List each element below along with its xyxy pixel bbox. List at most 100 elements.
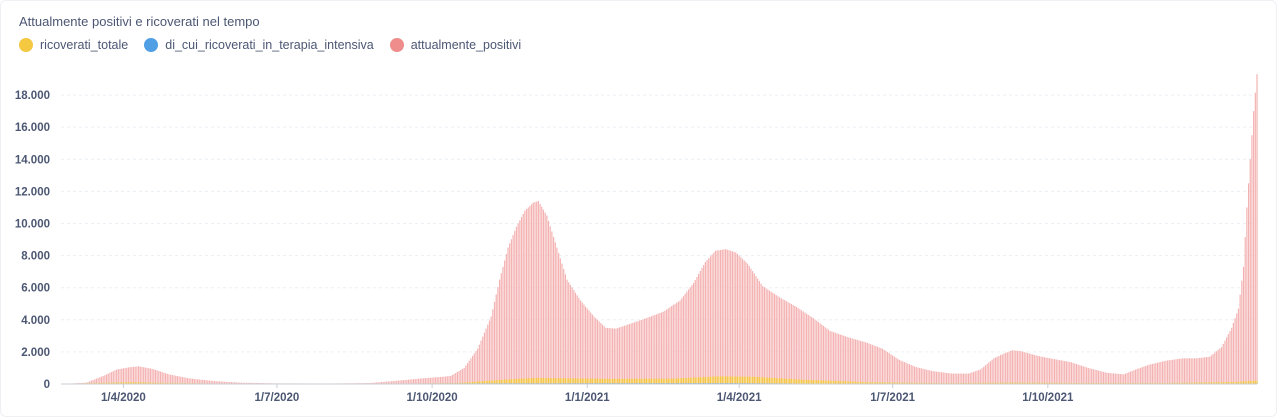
bar[interactable] (698, 377, 699, 384)
bar[interactable] (162, 372, 163, 384)
bar[interactable] (484, 333, 485, 384)
bar[interactable] (499, 280, 500, 384)
bar[interactable] (173, 375, 174, 384)
bar[interactable] (813, 318, 814, 384)
bar[interactable] (1103, 372, 1104, 384)
bar[interactable] (911, 365, 912, 384)
bar[interactable] (760, 284, 761, 384)
bar[interactable] (1256, 74, 1257, 384)
bar[interactable] (514, 379, 515, 384)
bar[interactable] (904, 362, 905, 384)
bar[interactable] (868, 344, 869, 384)
bar[interactable] (1240, 295, 1241, 384)
bar[interactable] (728, 376, 729, 384)
bar[interactable] (1221, 347, 1222, 384)
bar[interactable] (629, 324, 630, 384)
bar[interactable] (794, 306, 795, 384)
bar[interactable] (813, 380, 814, 384)
bar[interactable] (109, 373, 110, 384)
bar[interactable] (1113, 373, 1114, 384)
bar[interactable] (1137, 369, 1138, 384)
bar[interactable] (1182, 358, 1183, 384)
bar[interactable] (875, 346, 876, 384)
bar[interactable] (604, 326, 605, 384)
bar[interactable] (529, 378, 530, 384)
bar[interactable] (152, 369, 153, 384)
bar[interactable] (1042, 357, 1043, 384)
bar[interactable] (1108, 373, 1109, 384)
bar[interactable] (521, 217, 522, 384)
bar[interactable] (1234, 318, 1235, 384)
bar[interactable] (1184, 358, 1185, 384)
bar[interactable] (1064, 361, 1065, 384)
bar[interactable] (1032, 354, 1033, 384)
bar[interactable] (931, 371, 932, 384)
bar[interactable] (497, 287, 498, 384)
bar[interactable] (1074, 363, 1075, 384)
bar[interactable] (777, 378, 778, 384)
bar[interactable] (850, 338, 851, 384)
bar[interactable] (676, 303, 677, 384)
bar[interactable] (814, 319, 815, 384)
bar[interactable] (754, 274, 755, 384)
bar[interactable] (948, 373, 949, 384)
bar[interactable] (194, 379, 195, 384)
bar[interactable] (755, 276, 756, 384)
bar[interactable] (717, 376, 718, 384)
bar[interactable] (1067, 362, 1068, 384)
bar[interactable] (398, 381, 399, 384)
bar[interactable] (469, 361, 470, 384)
bar[interactable] (1014, 350, 1015, 384)
bar[interactable] (145, 368, 146, 384)
bar[interactable] (1027, 353, 1028, 384)
bar[interactable] (1214, 353, 1215, 384)
bar[interactable] (513, 235, 514, 384)
bar[interactable] (125, 368, 126, 384)
bar[interactable] (710, 256, 711, 384)
bar[interactable] (671, 306, 672, 384)
bar[interactable] (1155, 363, 1156, 384)
bar[interactable] (548, 378, 549, 384)
bar[interactable] (1165, 361, 1166, 384)
bar[interactable] (507, 248, 508, 384)
bar[interactable] (1008, 352, 1009, 384)
bar[interactable] (816, 380, 817, 384)
bar[interactable] (980, 370, 981, 384)
bar[interactable] (563, 378, 564, 384)
bar[interactable] (880, 348, 881, 384)
bar[interactable] (649, 317, 650, 384)
bar[interactable] (696, 377, 697, 384)
bar[interactable] (1066, 361, 1067, 384)
bar[interactable] (890, 354, 891, 384)
bar[interactable] (946, 373, 947, 384)
bar[interactable] (1083, 366, 1084, 384)
bar[interactable] (1019, 351, 1020, 384)
bar[interactable] (858, 340, 859, 384)
bar[interactable] (546, 215, 547, 384)
bar[interactable] (533, 378, 534, 384)
bar[interactable] (651, 316, 652, 384)
bar[interactable] (131, 367, 132, 384)
bar[interactable] (160, 372, 161, 384)
bar[interactable] (200, 380, 201, 384)
bar[interactable] (1116, 374, 1117, 384)
bar[interactable] (809, 316, 810, 384)
bar[interactable] (1207, 357, 1208, 384)
bar[interactable] (1154, 364, 1155, 384)
bar[interactable] (1177, 359, 1178, 384)
bar[interactable] (816, 321, 817, 384)
bar[interactable] (939, 372, 940, 384)
bar[interactable] (182, 377, 183, 384)
bar[interactable] (787, 379, 788, 384)
bar[interactable] (811, 380, 812, 384)
bar[interactable] (1052, 359, 1053, 384)
bar[interactable] (951, 374, 952, 384)
bar[interactable] (189, 378, 190, 384)
bar[interactable] (862, 341, 863, 384)
bar[interactable] (715, 376, 716, 384)
bar[interactable] (703, 377, 704, 384)
bar[interactable] (195, 379, 196, 384)
bar[interactable] (536, 378, 537, 384)
bar[interactable] (1209, 357, 1210, 384)
bar[interactable] (1138, 368, 1139, 384)
